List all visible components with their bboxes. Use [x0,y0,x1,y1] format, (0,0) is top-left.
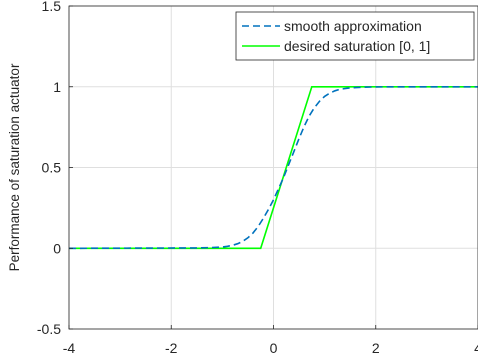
legend-label: smooth approximation [284,18,422,34]
legend: smooth approximation desired saturation [… [235,11,475,61]
legend-box [235,11,475,61]
y-axis-label: Performance of saturation actuator [7,63,22,271]
x-tick-label: -4 [63,340,76,356]
y-tick-label: -0.5 [37,321,61,337]
x-tick-label: 4 [474,340,478,356]
series-lines [68,86,478,250]
x-tick-label: 2 [372,340,380,356]
axis-ticks: -4 -2 0 2 4 -0.5 0 0.5 1 1.5 [37,0,478,356]
y-tick-label: 1 [53,79,61,95]
y-tick-label: 0 [53,240,61,256]
y-tick-label: 1.5 [42,0,62,14]
series-line [68,86,478,250]
y-tick-label: 0.5 [42,160,62,176]
legend-label: desired saturation [0, 1] [284,38,430,54]
series-line [69,86,478,250]
axes-box [68,5,478,330]
x-tick-label: -2 [165,340,178,356]
x-tick-label: 0 [270,340,278,356]
